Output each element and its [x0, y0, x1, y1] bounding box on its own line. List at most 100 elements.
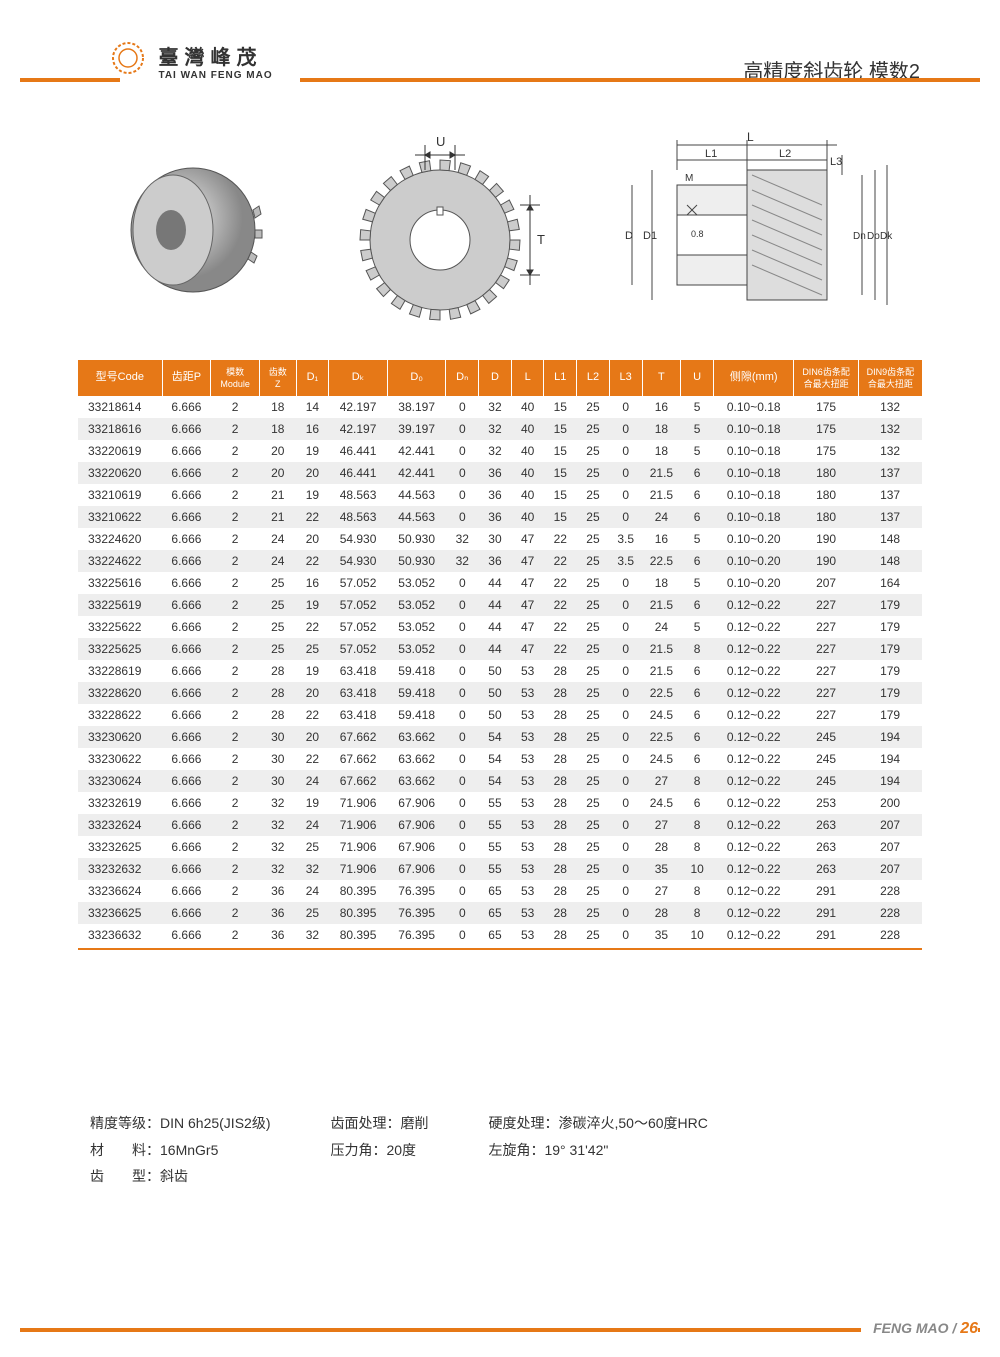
table-cell: 24: [642, 616, 681, 638]
table-cell: 0.12~0.22: [713, 924, 794, 946]
table-cell: 32: [446, 528, 479, 550]
label-L2: L2: [779, 148, 791, 160]
table-cell: 0: [446, 638, 479, 660]
table-cell: 0.12~0.22: [713, 902, 794, 924]
table-cell: 44.563: [387, 484, 446, 506]
table-cell: 25: [577, 616, 610, 638]
table-cell: 2: [211, 748, 260, 770]
table-cell: 33224622: [78, 550, 162, 572]
table-cell: 28: [642, 902, 681, 924]
table-cell: 227: [794, 660, 858, 682]
gear-front-diagram: U T: [330, 130, 550, 330]
table-cell: 30: [479, 528, 512, 550]
table-cell: 6: [681, 792, 714, 814]
table-cell: 137: [858, 506, 922, 528]
table-cell: 33236624: [78, 880, 162, 902]
table-cell: 194: [858, 748, 922, 770]
table-cell: 28: [544, 858, 577, 880]
table-cell: 63.418: [329, 660, 388, 682]
table-cell: 33225622: [78, 616, 162, 638]
table-cell: 0: [609, 440, 642, 462]
table-cell: 20: [296, 726, 329, 748]
table-cell: 65: [479, 880, 512, 902]
table-cell: 0: [446, 616, 479, 638]
table-cell: 20: [259, 440, 296, 462]
table-cell: 67.906: [387, 858, 446, 880]
table-cell: 53.052: [387, 616, 446, 638]
table-cell: 179: [858, 704, 922, 726]
table-cell: 180: [794, 506, 858, 528]
table-cell: 0: [609, 792, 642, 814]
table-cell: 180: [794, 462, 858, 484]
table-row: 332186166.6662181642.19739.1970324015250…: [78, 418, 922, 440]
table-cell: 5: [681, 528, 714, 550]
table-cell: 2: [211, 506, 260, 528]
table-cell: 0: [446, 748, 479, 770]
table-cell: 2: [211, 880, 260, 902]
table-cell: 55: [479, 858, 512, 880]
table-cell: 0: [446, 418, 479, 440]
table-cell: 54: [479, 726, 512, 748]
gear-3d-icon: [103, 140, 283, 320]
table-cell: 53: [511, 858, 544, 880]
table-cell: 148: [858, 528, 922, 550]
table-cell: 30: [259, 748, 296, 770]
table-cell: 25: [577, 418, 610, 440]
table-cell: 190: [794, 550, 858, 572]
table-cell: 25: [577, 572, 610, 594]
table-cell: 25: [577, 484, 610, 506]
table-cell: 33225616: [78, 572, 162, 594]
table-cell: 22.5: [642, 726, 681, 748]
table-cell: 8: [681, 902, 714, 924]
table-cell: 0.12~0.22: [713, 638, 794, 660]
table-cell: 245: [794, 748, 858, 770]
table-cell: 179: [858, 638, 922, 660]
table-cell: 33224620: [78, 528, 162, 550]
table-cell: 263: [794, 858, 858, 880]
table-cell: 33230622: [78, 748, 162, 770]
table-cell: 40: [511, 462, 544, 484]
table-cell: 5: [681, 418, 714, 440]
table-cell: 28: [544, 704, 577, 726]
table-cell: 0: [609, 660, 642, 682]
table-cell: 2: [211, 792, 260, 814]
table-row: 332306206.6662302067.66263.6620545328250…: [78, 726, 922, 748]
table-cell: 6.666: [162, 506, 211, 528]
table-cell: 6.666: [162, 616, 211, 638]
table-cell: 6: [681, 704, 714, 726]
table-cell: 5: [681, 440, 714, 462]
table-cell: 40: [511, 484, 544, 506]
table-row: 332326256.6662322571.90667.9060555328250…: [78, 836, 922, 858]
table-cell: 53: [511, 682, 544, 704]
table-cell: 6.666: [162, 594, 211, 616]
table-cell: 63.662: [387, 770, 446, 792]
table-cell: 18: [642, 418, 681, 440]
table-cell: 253: [794, 792, 858, 814]
table-cell: 25: [259, 572, 296, 594]
label-Do: Do: [867, 231, 880, 242]
table-cell: 227: [794, 594, 858, 616]
table-cell: 6.666: [162, 484, 211, 506]
table-cell: 132: [858, 418, 922, 440]
table-cell: 21.5: [642, 660, 681, 682]
table-cell: 32: [259, 792, 296, 814]
table-cell: 0: [609, 462, 642, 484]
table-cell: 21.5: [642, 484, 681, 506]
table-cell: 59.418: [387, 682, 446, 704]
table-cell: 22: [296, 616, 329, 638]
table-cell: 80.395: [329, 902, 388, 924]
table-cell: 10: [681, 858, 714, 880]
table-cell: 15: [544, 440, 577, 462]
table-cell: 175: [794, 440, 858, 462]
table-cell: 22.5: [642, 550, 681, 572]
table-cell: 33225619: [78, 594, 162, 616]
table-cell: 33225625: [78, 638, 162, 660]
table-cell: 291: [794, 924, 858, 946]
table-cell: 42.441: [387, 440, 446, 462]
table-cell: 30: [259, 726, 296, 748]
table-row: 332306246.6662302467.66263.6620545328250…: [78, 770, 922, 792]
table-row: 332256256.6662252557.05253.0520444722250…: [78, 638, 922, 660]
table-cell: 53: [511, 660, 544, 682]
table-cell: 0: [446, 924, 479, 946]
specs-col-2: 齿面处理：磨削压力角：20度: [330, 1110, 428, 1190]
